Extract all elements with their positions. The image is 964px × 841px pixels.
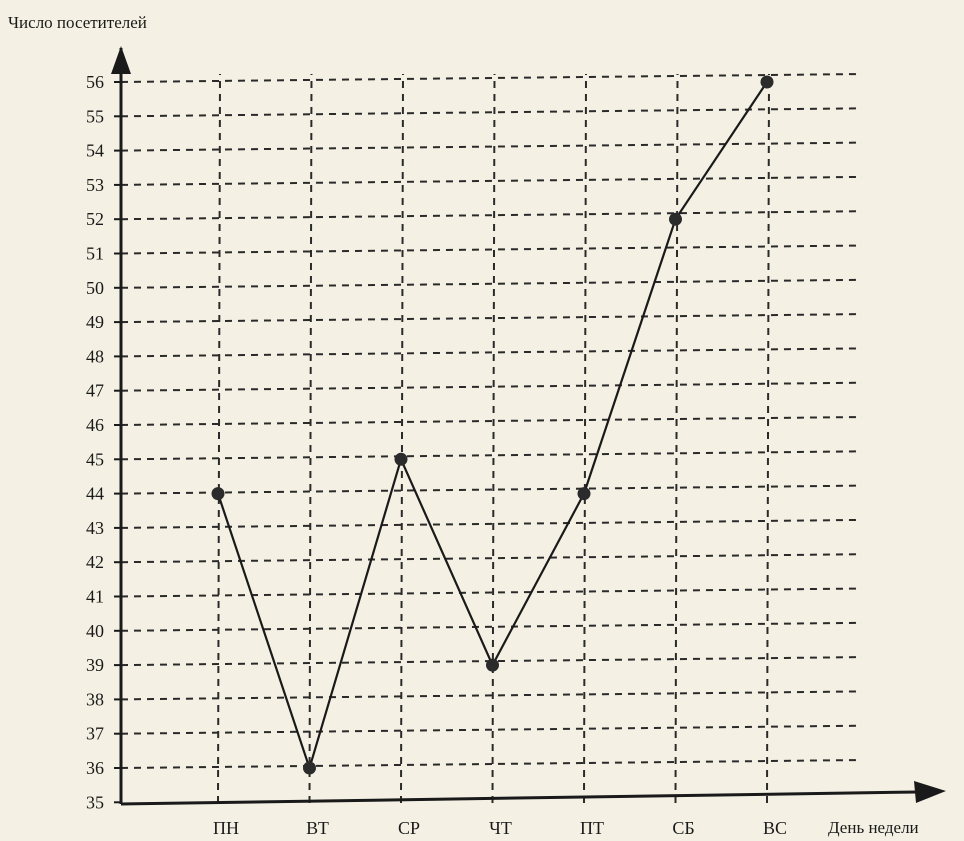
y-axis-title: Число посетителей <box>8 13 147 32</box>
y-tick-label: 44 <box>86 484 104 504</box>
y-tick-label: 48 <box>86 346 104 366</box>
grid-line-horizontal <box>120 381 863 392</box>
grid-line-vertical <box>583 73 587 804</box>
series <box>211 75 774 775</box>
grid-line-horizontal <box>120 347 863 358</box>
grid-line-horizontal <box>120 518 863 529</box>
y-tick-label: 38 <box>86 689 104 709</box>
grid <box>114 73 863 804</box>
y-tick-labels: 35 36 37 38 39 40 41 42 43 44 45 46 47 48 49 50 51 52 53 54… <box>86 72 104 812</box>
y-tick-label: 55 <box>86 106 104 126</box>
y-tick-label: 54 <box>86 141 104 161</box>
y-tick-label: 36 <box>86 758 104 778</box>
axes <box>111 46 946 806</box>
grid-line-horizontal <box>120 450 863 461</box>
grid-line-horizontal <box>120 313 863 324</box>
grid-line-horizontal <box>120 621 863 632</box>
grid-line-horizontal <box>120 724 863 735</box>
grid-line-horizontal <box>120 690 863 701</box>
grid-line-horizontal <box>120 759 863 769</box>
grid-line-vertical <box>674 73 679 804</box>
grid-line-vertical <box>308 73 313 804</box>
y-tick-label: 41 <box>86 587 104 607</box>
y-tick-label: 47 <box>86 381 104 401</box>
x-tick-label: ЧТ <box>489 818 512 838</box>
data-point <box>486 658 499 672</box>
y-axis-arrow <box>111 46 131 74</box>
grid-line-horizontal <box>120 484 863 495</box>
x-tick-label: ПН <box>213 818 239 838</box>
x-tick-label: ПТ <box>580 818 604 838</box>
x-axis-arrow <box>914 781 946 803</box>
grid-line-horizontal <box>120 553 863 564</box>
y-tick-label: 46 <box>86 415 104 435</box>
x-tick-label: ВС <box>763 818 787 838</box>
grid-line-horizontal <box>120 587 863 598</box>
x-tick-label: СБ <box>672 818 694 838</box>
y-tick-label: 42 <box>86 552 104 572</box>
y-tick-label: 40 <box>86 621 104 641</box>
x-axis <box>120 790 919 806</box>
x-tick-label: СР <box>398 818 420 838</box>
y-tick-label: 39 <box>86 655 104 675</box>
grid-line-horizontal <box>120 416 863 426</box>
y-tick-label: 49 <box>86 312 104 332</box>
y-tick-label: 35 <box>86 792 104 812</box>
y-tick-label: 56 <box>86 72 104 92</box>
grid-line-horizontal <box>120 210 863 221</box>
y-tick-label: 50 <box>86 278 104 298</box>
grid-line-horizontal <box>120 141 863 152</box>
grid-line-horizontal <box>120 73 863 83</box>
grid-line-horizontal <box>120 175 863 186</box>
data-point <box>394 452 408 466</box>
y-tick-label: 52 <box>86 209 104 229</box>
data-point <box>669 212 682 226</box>
data-point <box>577 487 591 501</box>
x-axis-title: День недели <box>828 818 919 837</box>
x-tick-label: ВТ <box>306 818 329 838</box>
y-tick-label: 45 <box>86 449 104 469</box>
grid-line-vertical <box>400 73 404 804</box>
y-tick-label: 53 <box>86 175 104 195</box>
grid-line-vertical <box>766 73 770 804</box>
x-tick-labels: ПН ВТ СР ЧТ ПТ СБ ВС <box>213 818 787 838</box>
grid-line-horizontal <box>120 244 863 255</box>
grid-line-horizontal <box>120 278 863 289</box>
grid-line-horizontal <box>120 107 863 118</box>
y-tick-label: 51 <box>86 244 104 264</box>
grid-line-vertical <box>491 73 496 804</box>
grid-line-vertical <box>217 73 221 804</box>
data-point <box>211 487 225 501</box>
data-point <box>303 761 316 775</box>
y-tick-label: 37 <box>86 724 104 744</box>
y-tick-label: 43 <box>86 518 104 538</box>
data-point <box>760 75 774 89</box>
